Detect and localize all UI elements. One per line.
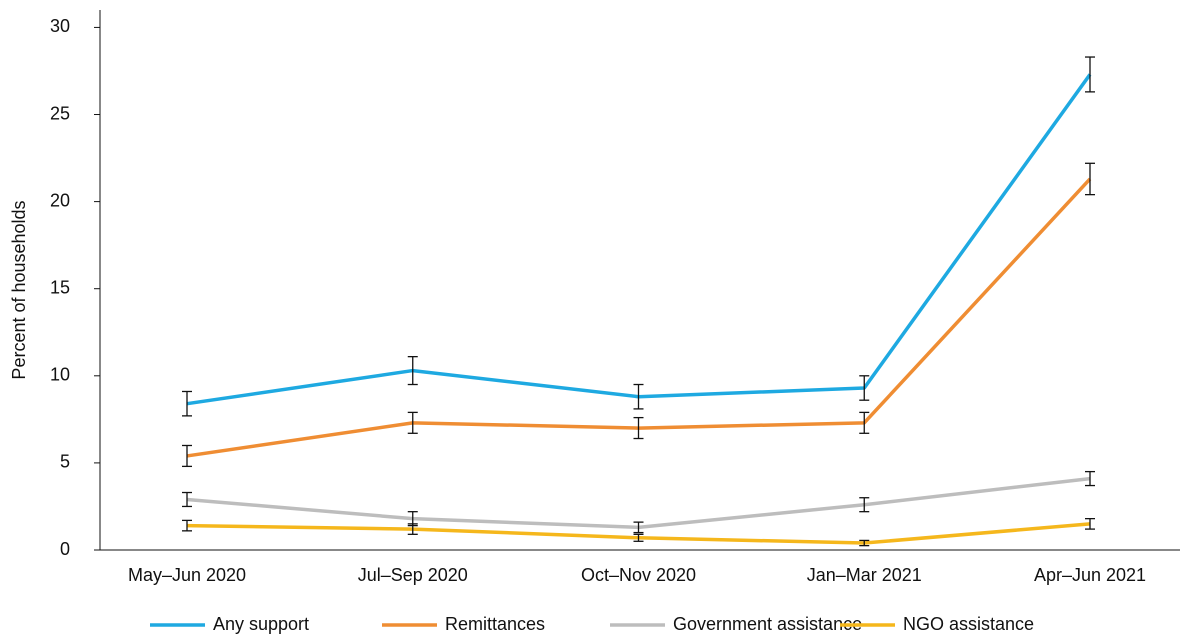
y-tick-label: 15 [50,277,70,297]
error-bar [633,521,644,534]
error-bar [407,523,418,535]
error-bar [633,533,644,542]
error-bar [182,390,192,417]
legend-label: Any support [213,614,309,634]
error-bar [407,411,418,434]
series-line [186,476,1091,530]
series-line [186,73,1092,406]
error-bar [859,375,870,401]
y-axis-label: Percent of households [9,200,29,379]
series-line [186,177,1092,458]
error-bar [859,497,870,513]
y-tick-label: 5 [60,452,70,472]
y-tick-label: 20 [50,190,70,210]
legend-label: Remittances [445,614,545,634]
error-bar [182,491,192,508]
error-bar [1085,517,1095,530]
y-tick-label: 10 [50,365,70,385]
error-bar [633,383,644,410]
x-tick-label: Jan–Mar 2021 [807,565,922,585]
error-bar [182,519,192,532]
legend-label: Government assistance [673,614,862,634]
error-bar [1085,56,1095,93]
x-tick-label: May–Jun 2020 [128,565,246,585]
error-bar [859,411,870,434]
error-bar [1085,162,1095,196]
error-bar [1085,470,1095,487]
legend-label: NGO assistance [903,614,1034,634]
y-tick-label: 25 [50,103,70,123]
error-bar [182,444,192,468]
error-bar [859,539,870,547]
error-bar [407,355,418,386]
x-tick-label: Jul–Sep 2020 [358,565,468,585]
y-tick-label: 30 [50,16,70,36]
x-tick-label: Apr–Jun 2021 [1034,565,1146,585]
error-bar [633,416,644,440]
x-tick-label: Oct–Nov 2020 [581,565,696,585]
y-tick-label: 0 [60,539,70,559]
